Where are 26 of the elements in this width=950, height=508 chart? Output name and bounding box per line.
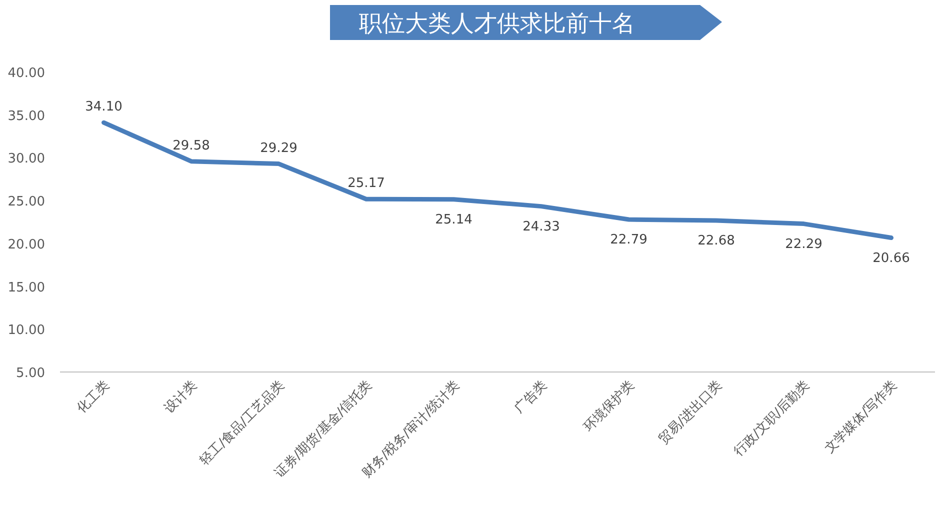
- y-tick-label: 25.00: [8, 194, 45, 210]
- data-label: 34.10: [85, 100, 122, 115]
- x-tick-label: 环境保护类: [580, 378, 638, 435]
- y-tick-label: 35.00: [8, 108, 45, 124]
- x-tick-label: 化工类: [74, 378, 113, 416]
- data-label: 24.33: [522, 219, 560, 234]
- y-tick-label: 40.00: [8, 66, 45, 81]
- x-tick-label: 设计类: [162, 378, 200, 416]
- x-tick-label: 行政/文职/后勤类: [731, 378, 813, 460]
- data-label: 25.17: [348, 176, 385, 192]
- data-label: 22.79: [610, 232, 648, 248]
- data-label: 29.58: [172, 138, 210, 154]
- x-tick-label: 文学媒体/写作类: [822, 378, 900, 456]
- y-tick-label: 15.00: [8, 280, 45, 296]
- data-label: 22.29: [785, 236, 822, 252]
- data-label: 22.68: [698, 233, 735, 248]
- y-tick-label: 5.00: [16, 366, 45, 381]
- y-tick-label: 10.00: [8, 323, 45, 338]
- data-label: 25.14: [435, 212, 472, 228]
- data-label: 20.66: [872, 250, 910, 266]
- y-tick-label: 20.00: [8, 237, 45, 252]
- chart-title: 职位大类人才供求比前十名: [359, 11, 635, 37]
- x-tick-label: 广告类: [512, 378, 550, 416]
- x-tick-label: 贸易/进出口类: [656, 378, 726, 448]
- data-label: 29.29: [260, 140, 298, 156]
- y-tick-label: 30.00: [8, 152, 45, 167]
